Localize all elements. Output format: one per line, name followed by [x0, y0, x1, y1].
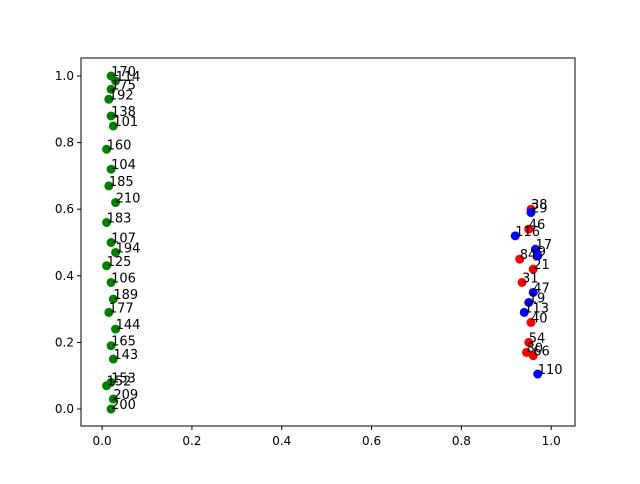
point-label: 101 — [113, 115, 138, 130]
point — [111, 324, 121, 334]
point — [106, 341, 116, 351]
point-label: 175 — [111, 78, 136, 93]
point — [108, 354, 118, 364]
point — [530, 244, 540, 254]
point-label: 104 — [111, 158, 136, 173]
point — [108, 121, 118, 131]
point-label: 80 — [526, 341, 543, 356]
point-label: 46 — [529, 218, 546, 233]
point — [528, 287, 538, 297]
point — [106, 277, 116, 287]
point-label: 29 — [531, 202, 548, 217]
point-label: 9 — [538, 245, 546, 260]
point-label: 38 — [531, 198, 548, 213]
point-label: 209 — [113, 388, 138, 403]
point-label: 114 — [116, 70, 141, 85]
point-label: 21 — [533, 258, 550, 273]
point — [108, 294, 118, 304]
point — [104, 307, 114, 317]
y-tick-label: 0.6 — [55, 202, 74, 216]
point-label: 143 — [113, 348, 138, 363]
point — [111, 198, 121, 208]
point-label: 116 — [515, 225, 540, 240]
point — [519, 307, 529, 317]
point — [526, 317, 536, 327]
point-label: 144 — [116, 318, 141, 333]
point-label: 192 — [109, 88, 134, 103]
x-tick-label: 0.0 — [93, 434, 112, 448]
point-label: 185 — [109, 175, 134, 190]
point — [106, 111, 116, 121]
point-label: 47 — [533, 281, 550, 296]
point-label: 210 — [116, 192, 141, 207]
point-label: 110 — [538, 363, 563, 378]
point — [524, 224, 534, 234]
point — [524, 337, 534, 347]
point — [102, 144, 112, 154]
point — [106, 404, 116, 414]
point-label: 17 — [535, 238, 552, 253]
point — [521, 347, 531, 357]
point — [106, 377, 116, 387]
point-label: 177 — [109, 301, 134, 316]
point — [510, 231, 520, 241]
point-label: 107 — [111, 231, 136, 246]
x-tick-label: 0.4 — [272, 434, 291, 448]
x-tick-label: 0.8 — [452, 434, 471, 448]
point-label: 189 — [113, 288, 138, 303]
y-tick-label: 1.0 — [55, 69, 74, 83]
y-tick-label: 0.4 — [55, 269, 74, 283]
point — [106, 84, 116, 94]
point — [111, 247, 121, 257]
point — [104, 94, 114, 104]
point — [526, 208, 536, 218]
y-tick-label: 0.2 — [55, 335, 74, 349]
point-label: 40 — [531, 311, 548, 326]
point-label: 200 — [111, 398, 136, 413]
y-tick-label: 0.8 — [55, 136, 74, 150]
point-label: 113 — [524, 301, 549, 316]
point — [528, 264, 538, 274]
point-label: 152 — [107, 375, 132, 390]
point-label: 194 — [116, 241, 141, 256]
x-tick-label: 0.6 — [362, 434, 381, 448]
point-label: 66 — [533, 345, 550, 360]
point — [102, 218, 112, 228]
point — [515, 254, 525, 264]
x-tick-label: 1.0 — [542, 434, 561, 448]
point-label: 19 — [529, 291, 546, 306]
point-label: 84 — [520, 248, 537, 263]
point-label: 106 — [111, 271, 136, 286]
point-label: 125 — [107, 255, 132, 270]
point-label: 165 — [111, 335, 136, 350]
x-tick-label: 0.2 — [182, 434, 201, 448]
point — [528, 351, 538, 361]
point — [533, 369, 543, 379]
point-label: 31 — [522, 271, 539, 286]
point-label: 138 — [111, 105, 136, 120]
point — [102, 261, 112, 271]
point-label: 160 — [107, 138, 132, 153]
point — [517, 277, 527, 287]
y-tick-label: 0.0 — [55, 402, 74, 416]
plot-frame — [80, 57, 576, 427]
point-label: 170 — [111, 65, 136, 80]
point — [524, 297, 534, 307]
point — [111, 76, 121, 86]
point — [108, 394, 118, 404]
point — [106, 164, 116, 174]
point-label: 183 — [107, 212, 132, 227]
point-label: 153 — [111, 371, 136, 386]
point-label: 54 — [529, 331, 546, 346]
point — [104, 181, 114, 191]
point — [106, 237, 116, 247]
